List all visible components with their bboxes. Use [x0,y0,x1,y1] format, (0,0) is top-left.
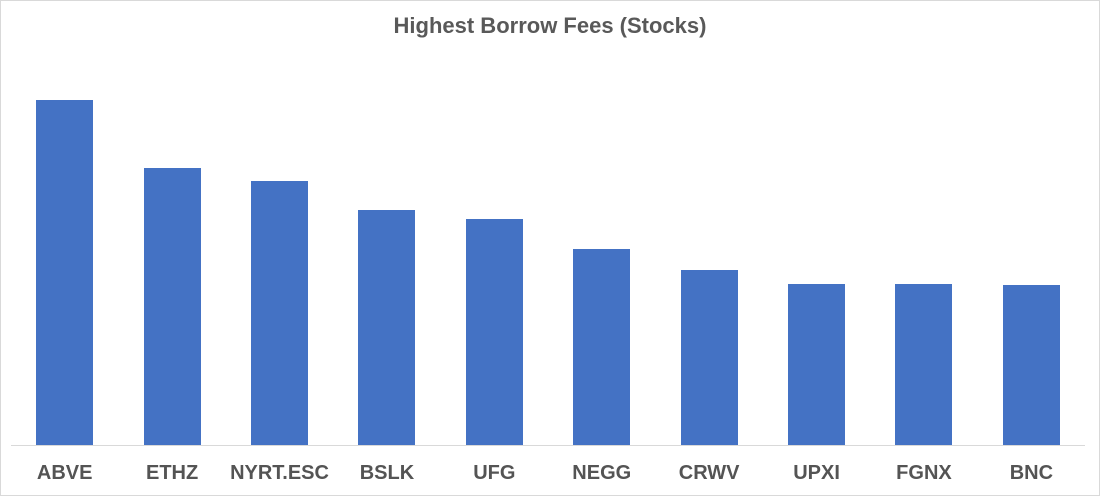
bar-UPXI [788,284,846,445]
bar-cell-NYRT.ESC [226,61,333,445]
bar-cell-UFG [441,61,548,445]
x-tick-label-UFG: UFG [473,462,516,484]
x-tick-label-BSLK: BSLK [359,462,415,484]
x-axis-line [11,445,1085,446]
bar-ETHZ [143,168,201,445]
x-tick-label-UPXI: UPXI [793,462,840,484]
bar-FGNX [895,284,953,445]
bar-cell-BSLK [333,61,440,445]
bar-cell-ETHZ [118,61,225,445]
chart-title: Highest Borrow Fees (Stocks) [393,13,707,38]
bar-cell-ABVE [11,61,118,445]
x-axis-labels: ABVE ETHZ NYRT.ESC BSLK UFG NEGG CRWV UPXI FGNX B… [11,459,1085,489]
plot-area [11,61,1085,445]
bar-NYRT.ESC [251,181,309,445]
bar-NEGG [573,249,631,445]
x-tick-label-NYRT.ESC: NYRT.ESC [230,462,329,484]
x-tick-label-ETHZ: ETHZ [146,462,199,484]
x-tick-label-CRWV: CRWV [678,462,740,484]
bar-cell-FGNX [870,61,977,445]
bar-cell-CRWV [655,61,762,445]
bar-cell-UPXI [763,61,870,445]
bar-BSLK [358,210,416,445]
bar-cell-NEGG [548,61,655,445]
bar-cell-BNC [978,61,1085,445]
bar-ABVE [36,100,94,445]
bar-UFG [465,219,523,445]
bar-BNC [1002,285,1060,445]
x-tick-label-FGNX: FGNX [896,462,952,484]
bar-CRWV [680,270,738,445]
x-tick-label-BNC: BNC [1009,462,1054,484]
x-tick-label-NEGG: NEGG [572,462,632,484]
x-tick-label-ABVE: ABVE [36,462,93,484]
